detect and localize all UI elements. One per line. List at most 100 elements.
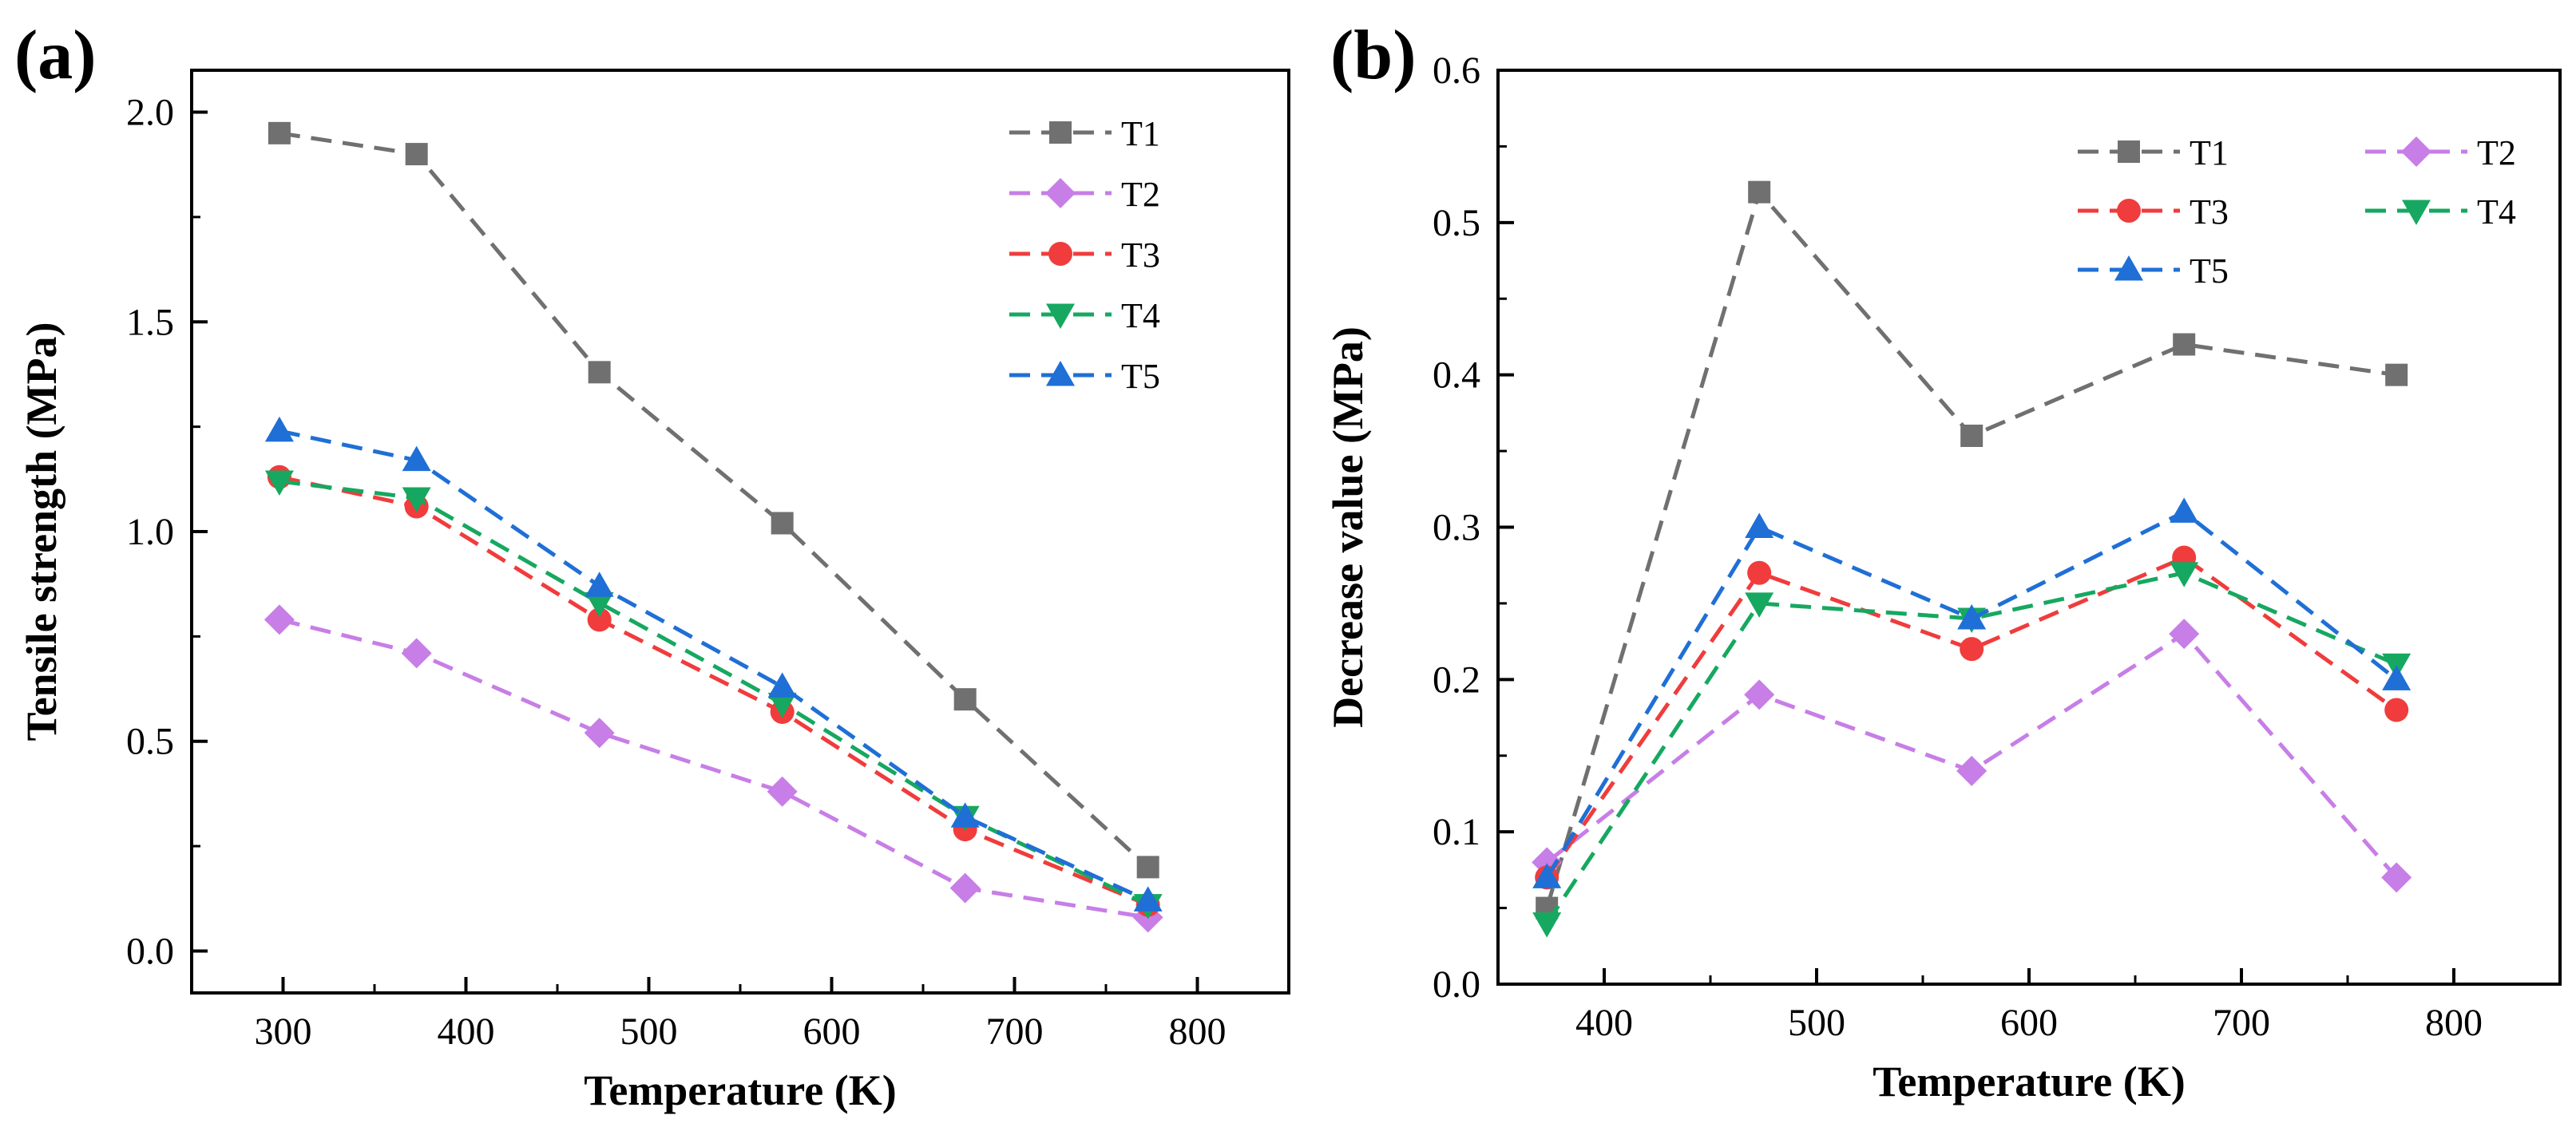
data-point: [1745, 512, 1774, 538]
legend-label: T4: [1121, 296, 1160, 335]
y-axis-title: Tensile strength (MPa): [18, 322, 65, 742]
x-tick-label: 600: [803, 1010, 861, 1053]
x-tick-label: 800: [2425, 1002, 2483, 1044]
legend-marker: [1046, 361, 1075, 386]
x-tick-label: 700: [2213, 1002, 2270, 1044]
data-point: [953, 688, 977, 711]
data-point: [1960, 425, 1984, 447]
data-point: [2385, 363, 2408, 386]
legend-label: T3: [2190, 192, 2229, 231]
legend-label: T3: [1121, 235, 1160, 275]
data-point: [771, 512, 794, 535]
legend-label: T2: [2477, 133, 2516, 172]
data-point: [264, 416, 294, 442]
series-T1: [268, 121, 1159, 879]
panel-label: (b): [1330, 17, 1417, 94]
data-point: [2170, 562, 2199, 587]
chart-panel-b: (b) 400 500 600 700 800 0.0 0.1 0.2 0.3 0.4 0.5 0.6 T…: [1324, 17, 2562, 1105]
y-tick-label: 2.0: [126, 92, 174, 134]
x-axis-title: Temperature (K): [1873, 1058, 2185, 1105]
legend-label: T2: [1121, 175, 1160, 214]
legend-item: T1: [2078, 133, 2229, 172]
data-point: [1747, 560, 1772, 585]
y-tick-label: 1.0: [126, 511, 174, 553]
data-point: [767, 672, 797, 698]
data-point: [405, 143, 428, 166]
legend-label: T5: [1121, 357, 1160, 396]
x-tick-label: 400: [1575, 1002, 1633, 1044]
legend-item: T4: [1009, 296, 1160, 335]
x-tick-label: 400: [438, 1010, 495, 1053]
data-point: [1136, 856, 1159, 879]
series-line: [279, 617, 1149, 919]
legend-marker: [2117, 199, 2141, 223]
data-point: [949, 872, 981, 904]
data-point: [587, 607, 612, 632]
legend-item: T2: [1009, 175, 1160, 214]
data-point: [264, 470, 294, 496]
series-line: [279, 429, 1149, 903]
y-tick-label: 0.4: [1433, 354, 1480, 397]
legend: T1 T2 T3 T4 T5: [1009, 114, 1160, 396]
data-point: [264, 604, 295, 635]
y-tick-label: 0.6: [1433, 49, 1480, 92]
x-axis-title: Temperature (K): [584, 1066, 896, 1114]
x-tick-label: 300: [255, 1010, 312, 1053]
data-point: [950, 802, 980, 828]
data-point: [588, 361, 611, 384]
y-axis-title: Decrease value (MPa): [1324, 326, 1372, 728]
legend-marker: [1046, 303, 1075, 329]
series-T3: [1535, 545, 2409, 890]
legend-marker: [1045, 178, 1076, 208]
data-point: [2381, 862, 2412, 893]
legend-marker: [2401, 136, 2431, 167]
data-point: [401, 638, 432, 669]
legend-marker: [2118, 140, 2140, 163]
plot-frame: [1496, 69, 2562, 986]
series-line: [279, 475, 1149, 907]
series-T1: [1536, 180, 2408, 919]
series-T5: [264, 416, 1163, 912]
data-point: [268, 121, 291, 144]
series-T2: [264, 604, 1163, 933]
data-point: [1133, 886, 1163, 912]
data-point: [1532, 863, 1562, 888]
legend-item: T3: [1009, 235, 1160, 275]
data-point: [2384, 698, 2409, 722]
series-line: [1545, 509, 2398, 879]
data-point: [2382, 665, 2412, 690]
legend-item: T4: [2365, 192, 2516, 231]
legend-marker: [2402, 200, 2431, 225]
data-point: [1745, 592, 1774, 618]
x-tick-label: 800: [1169, 1010, 1227, 1053]
data-point: [402, 445, 431, 472]
data-point: [1748, 180, 1771, 204]
series-T4: [264, 470, 1163, 919]
legend-label: T1: [1121, 114, 1160, 153]
data-point: [2173, 333, 2196, 356]
data-point: [1957, 604, 1987, 630]
x-tick-label: 600: [2000, 1002, 2058, 1044]
data-point: [585, 591, 614, 618]
y-tick-label: 0.0: [126, 930, 174, 972]
legend: T1 T2 T3 T4 T5: [2078, 133, 2516, 291]
legend-label: T4: [2477, 192, 2516, 231]
data-point: [767, 776, 798, 807]
data-point: [1960, 637, 1984, 662]
data-point: [585, 571, 614, 597]
legend-marker: [2114, 255, 2143, 281]
legend-marker: [1049, 121, 1072, 144]
legend-item: T2: [2365, 133, 2516, 172]
panel-label: (a): [14, 17, 97, 94]
x-tick-label: 700: [986, 1010, 1044, 1053]
series-T5: [1532, 497, 2412, 888]
y-tick-label: 0.3: [1433, 507, 1480, 549]
data-point: [2169, 619, 2200, 650]
data-point: [1956, 755, 1987, 786]
y-tick-label: 0.5: [1433, 202, 1480, 244]
y-tick-label: 1.5: [126, 301, 174, 343]
y-tick-label: 0.1: [1433, 811, 1480, 853]
series-line: [279, 479, 1149, 907]
series-T3: [267, 465, 1160, 917]
